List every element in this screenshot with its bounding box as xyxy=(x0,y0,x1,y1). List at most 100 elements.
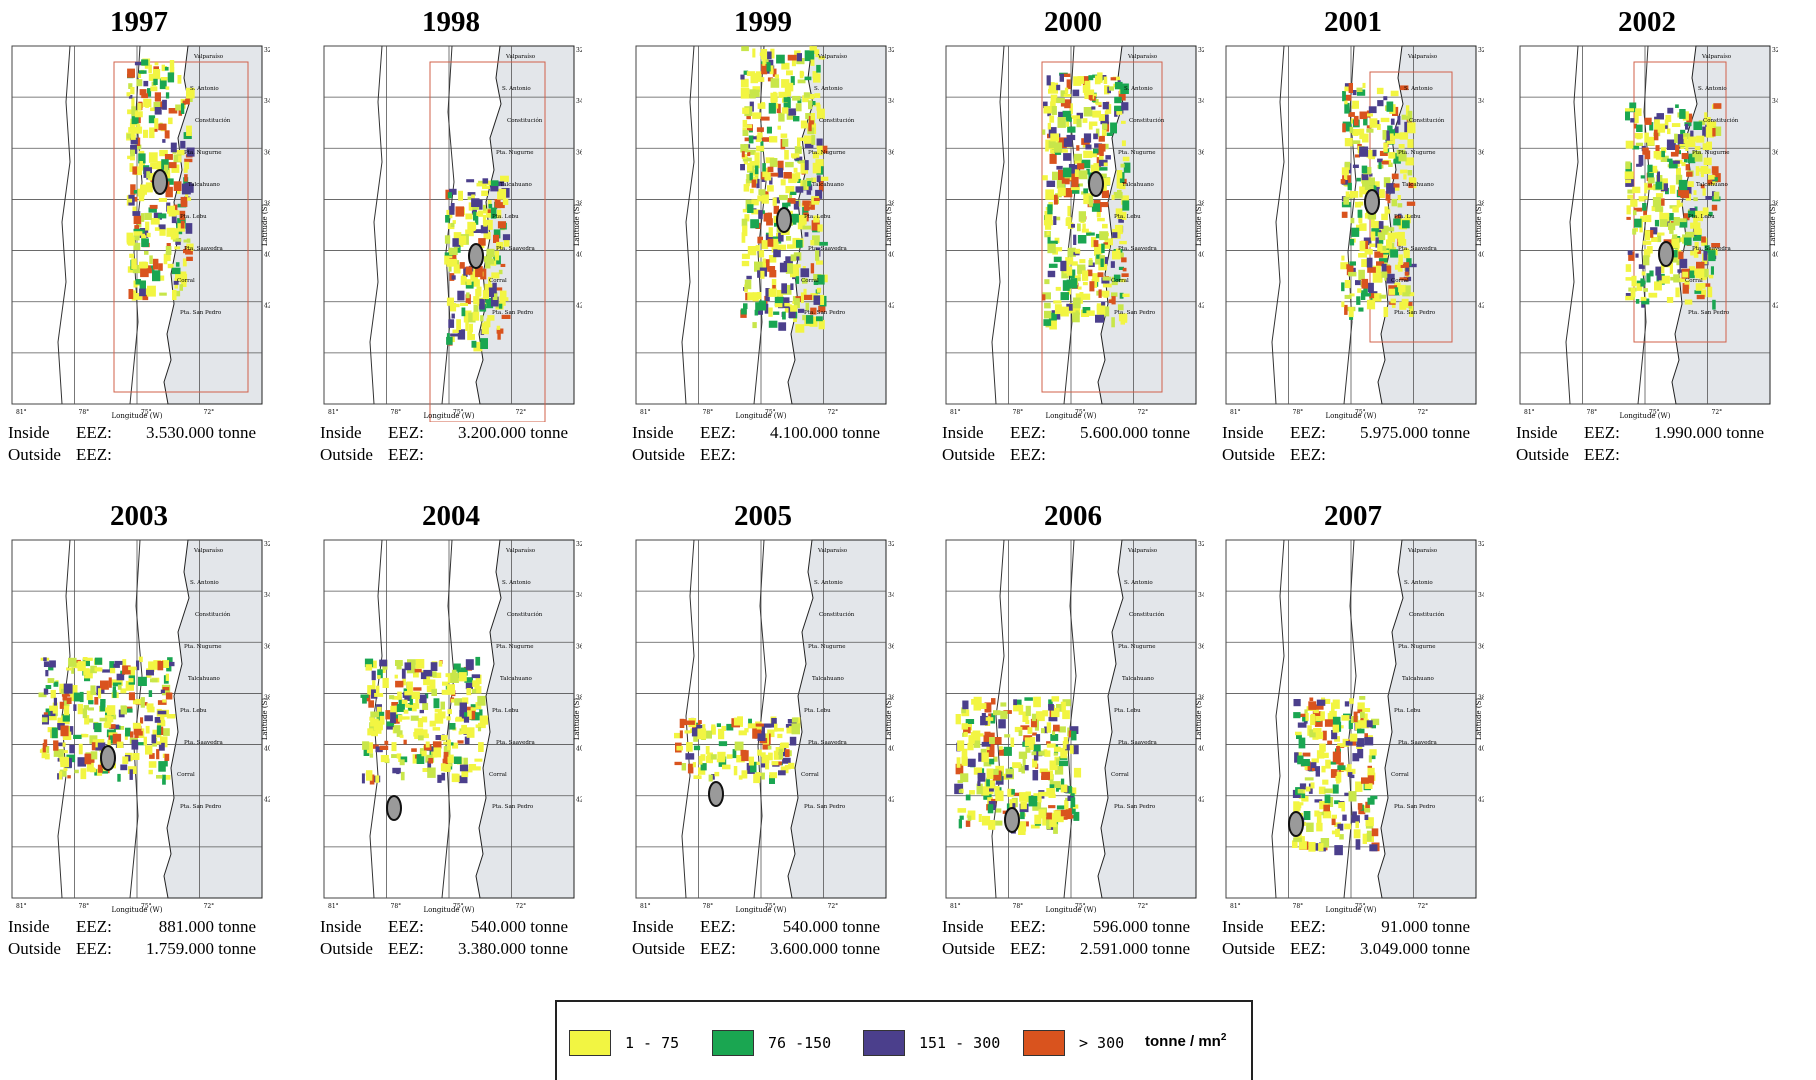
lat-tick-label: 34° xyxy=(1198,98,1204,105)
catch-cell xyxy=(1056,165,1063,170)
catch-cell xyxy=(1713,126,1722,136)
catch-cell xyxy=(484,321,489,328)
catch-cell xyxy=(813,274,822,281)
catch-cell xyxy=(463,757,468,769)
catch-cell xyxy=(1071,223,1075,228)
catch-cell xyxy=(1366,128,1374,133)
place-label: Corral xyxy=(489,278,507,284)
catch-cell xyxy=(1650,227,1658,235)
catch-cell xyxy=(110,679,119,686)
lon-tick-label: 72° xyxy=(204,903,215,910)
place-label: Pta. San Pedro xyxy=(1114,804,1156,810)
catch-cell xyxy=(145,182,153,193)
catch-cell xyxy=(1089,121,1098,126)
x-axis-label: Longitude (W) xyxy=(1326,906,1377,914)
catch-cell xyxy=(1357,209,1363,218)
catch-cell xyxy=(156,725,162,735)
outside-value xyxy=(438,444,568,466)
catch-cell xyxy=(1114,96,1122,104)
catch-cell xyxy=(1083,107,1093,117)
place-label: Pta. Lebu xyxy=(1114,214,1141,220)
catch-cell xyxy=(1632,145,1640,150)
catch-cell xyxy=(1012,803,1016,809)
catch-cell xyxy=(978,752,984,762)
catch-cell xyxy=(470,271,478,281)
catch-cell xyxy=(768,255,777,263)
catch-cell xyxy=(1357,748,1364,759)
catch-cell xyxy=(1027,727,1033,734)
catch-cell xyxy=(747,152,751,157)
catch-cell xyxy=(177,276,184,281)
catch-cell xyxy=(804,50,811,62)
catch-cell xyxy=(1097,272,1104,278)
catch-cell xyxy=(1341,301,1345,308)
catch-cell xyxy=(1683,133,1689,140)
catch-cell xyxy=(734,741,744,751)
isobath-line xyxy=(991,539,1005,899)
catch-cell xyxy=(132,753,140,760)
catch-cell xyxy=(159,275,165,281)
catch-cell xyxy=(681,763,687,771)
catch-cell xyxy=(771,718,777,728)
catch-cell xyxy=(1364,185,1374,190)
catch-cell xyxy=(1668,160,1678,169)
lon-tick-label: 72° xyxy=(516,409,527,416)
catch-cell xyxy=(1667,128,1671,135)
catch-cell xyxy=(82,658,90,667)
place-label: Corral xyxy=(801,772,819,778)
catch-cell xyxy=(1356,177,1361,182)
catch-cell xyxy=(1067,126,1076,133)
catch-cell xyxy=(385,710,391,720)
catch-cell xyxy=(143,80,149,87)
catch-cell xyxy=(133,215,142,225)
place-label: Constitución xyxy=(507,117,543,124)
center-of-gravity-marker xyxy=(152,169,168,195)
catch-cell xyxy=(45,708,51,717)
catch-cell xyxy=(1356,89,1366,96)
catch-cell xyxy=(1349,293,1355,297)
catch-cell xyxy=(480,315,484,322)
catch-cell xyxy=(1297,789,1304,794)
catch-cell xyxy=(490,186,499,192)
catch-cell xyxy=(1086,310,1095,316)
catch-cell xyxy=(1703,250,1708,261)
catch-cell xyxy=(788,307,796,318)
catch-cell xyxy=(1710,266,1714,275)
catch-cell xyxy=(467,331,473,341)
catch-cell xyxy=(743,303,748,310)
catch-cell xyxy=(1083,188,1089,194)
catch-cell xyxy=(370,718,379,727)
catch-cell xyxy=(164,130,170,139)
catch-cell xyxy=(710,754,717,760)
catch-cell xyxy=(1316,699,1326,706)
catch-cell xyxy=(1378,221,1384,229)
y-axis-label: Latitude (S) xyxy=(261,204,269,247)
catch-cell xyxy=(1113,274,1121,282)
catch-cell xyxy=(1651,237,1658,242)
catch-cell xyxy=(769,177,773,185)
catch-cell xyxy=(1077,272,1081,279)
place-label: Pta. Saavedra xyxy=(1692,246,1732,252)
lat-tick-label: 32° xyxy=(1478,47,1484,54)
catch-cell xyxy=(1048,140,1056,149)
catch-cell xyxy=(83,705,89,710)
catch-cell xyxy=(83,668,90,676)
catch-cell xyxy=(1388,152,1396,159)
catch-cell xyxy=(959,815,964,820)
catch-cell xyxy=(126,133,131,139)
catch-cell xyxy=(810,240,815,246)
catch-cell xyxy=(1404,271,1409,276)
catch-cell xyxy=(1390,118,1395,125)
catch-cell xyxy=(1634,132,1643,139)
catch-cell xyxy=(810,56,815,66)
catch-cell xyxy=(1075,310,1079,314)
catch-cell xyxy=(1681,153,1689,160)
catch-cell xyxy=(1056,704,1062,712)
catch-cell xyxy=(1665,115,1672,122)
catch-cell xyxy=(1322,730,1327,741)
catch-cell xyxy=(157,213,167,219)
isobath-line xyxy=(681,45,695,405)
catch-cell xyxy=(1403,262,1410,268)
catch-cell xyxy=(1344,83,1351,87)
catch-cell xyxy=(1112,250,1121,260)
